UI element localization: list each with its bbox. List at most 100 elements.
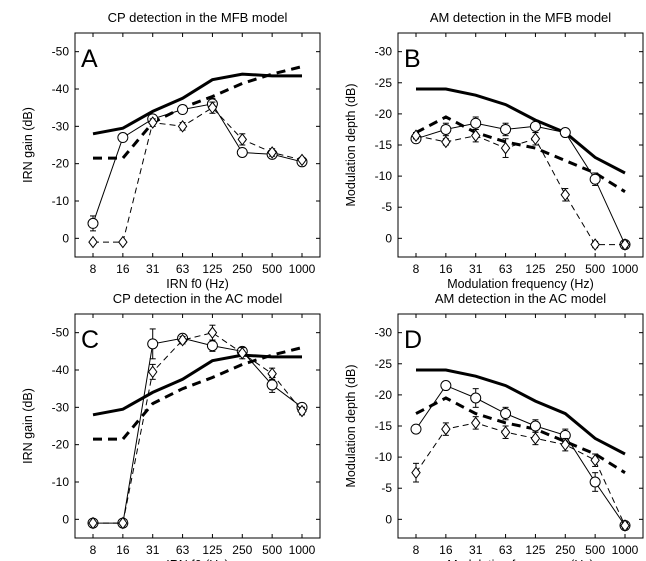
x-tick-label: 500 (262, 543, 282, 557)
panel-letter: D (404, 326, 422, 354)
data-point-circle (529, 120, 541, 132)
panel-letter: A (81, 45, 98, 73)
series-line (93, 346, 303, 441)
data-point-circle (117, 132, 129, 144)
data-point-diamond (88, 235, 98, 249)
panel-a: CP detection in the MFB model A 8 16 31 63 125… (21, 10, 321, 291)
data-point-diamond (530, 432, 541, 445)
x-tick-label: 31 (146, 543, 160, 557)
series-line (415, 384, 626, 526)
data-point-diamond (560, 188, 571, 202)
series-line (93, 332, 303, 524)
series-thick-solid (416, 368, 626, 456)
data-point-diamond (411, 466, 421, 480)
y-tick-label: 0 (62, 231, 69, 245)
y-tick-label: -20 (52, 438, 70, 452)
data-point-diamond (620, 238, 630, 251)
x-tick-label: 31 (469, 262, 483, 276)
y-tick-label: -10 (52, 475, 70, 489)
x-tick-label: 8 (90, 262, 97, 276)
data-point-diamond (237, 346, 248, 360)
x-tick-label: 16 (439, 543, 453, 557)
x-tick-label: 1000 (612, 262, 639, 276)
data-point-circle (266, 379, 278, 391)
x-tick-label: 250 (555, 543, 575, 557)
y-tick-label: -40 (52, 363, 70, 377)
data-point-diamond (620, 519, 630, 532)
series-line (416, 87, 626, 175)
data-point-circle (529, 420, 541, 432)
series-line (93, 337, 303, 524)
data-point-diamond (88, 516, 98, 530)
data-point-diamond (590, 453, 600, 467)
data-point-circle (206, 340, 218, 352)
x-tick-label: 125 (525, 262, 545, 276)
y-tick-label: -50 (52, 326, 70, 340)
data-point-circle (410, 423, 422, 435)
x-tick-label: 125 (202, 543, 222, 557)
x-tick-label: 16 (439, 262, 453, 276)
x-tick-label: 8 (90, 543, 97, 557)
y-tick-label: -10 (375, 169, 393, 183)
data-point-diamond (441, 135, 451, 149)
series-line (416, 368, 626, 456)
y-tick-label: 0 (385, 231, 392, 245)
series-line (415, 422, 626, 526)
data-point-circle (440, 123, 452, 135)
x-tick-label: 8 (413, 543, 420, 557)
y-axis-label: Modulation depth (dB) (344, 365, 358, 488)
series-line (93, 65, 303, 160)
data-point-diamond (470, 416, 481, 430)
series-diamond-dashed (411, 128, 630, 251)
x-tick-label: 63 (499, 543, 513, 557)
y-axis-label: Modulation depth (dB) (344, 84, 358, 207)
data-point-diamond (237, 133, 248, 146)
x-axis-label: IRN f0 (Hz) (166, 558, 229, 561)
x-tick-label: 31 (146, 262, 160, 276)
y-tick-label: -10 (375, 450, 393, 464)
x-tick-label: 125 (202, 262, 222, 276)
y-tick-label: -15 (375, 138, 393, 152)
series-line (415, 135, 625, 246)
panel-d: AM detection in the AC model D 8 16 31 63 125 2… (344, 291, 644, 561)
x-tick-label: 16 (116, 543, 130, 557)
data-point-circle (87, 217, 99, 229)
x-tick-label: 125 (525, 543, 545, 557)
chart-title: CP detection in the AC model (113, 291, 283, 306)
y-tick-label: -5 (381, 200, 392, 214)
y-tick-label: -20 (375, 107, 393, 121)
data-point-circle (500, 408, 512, 420)
y-tick-label: -30 (52, 119, 70, 133)
series-diamond-dashed (88, 324, 307, 530)
chart-title: AM detection in the AC model (435, 291, 606, 306)
series-line (93, 107, 303, 243)
x-tick-label: 63 (176, 543, 190, 557)
x-tick-label: 63 (176, 262, 190, 276)
data-point-diamond (441, 422, 451, 436)
y-tick-label: -10 (52, 194, 70, 208)
y-tick-label: -20 (52, 157, 70, 171)
series-circle-solid (87, 97, 308, 232)
data-point-diamond (177, 333, 188, 347)
series-thick-dashed (93, 346, 303, 441)
data-point-circle (559, 127, 571, 139)
axes-box (74, 32, 321, 258)
x-tick-label: 16 (116, 262, 130, 276)
x-tick-label: 250 (232, 543, 252, 557)
series-thick-dashed (93, 65, 303, 160)
x-tick-label: 8 (413, 262, 420, 276)
y-tick-label: -30 (375, 326, 393, 340)
x-tick-label: 1000 (612, 543, 639, 557)
x-tick-label: 63 (499, 262, 513, 276)
data-point-circle (589, 476, 601, 488)
y-tick-label: -5 (381, 481, 392, 495)
y-tick-label: -40 (52, 82, 70, 96)
data-point-diamond (470, 129, 481, 143)
x-axis-label: Modulation frequency (Hz) (447, 558, 594, 561)
series-line (415, 396, 626, 474)
series-diamond-dashed (411, 416, 630, 532)
data-point-circle (236, 146, 248, 158)
y-tick-label: -30 (375, 45, 393, 59)
data-point-diamond (500, 425, 511, 439)
